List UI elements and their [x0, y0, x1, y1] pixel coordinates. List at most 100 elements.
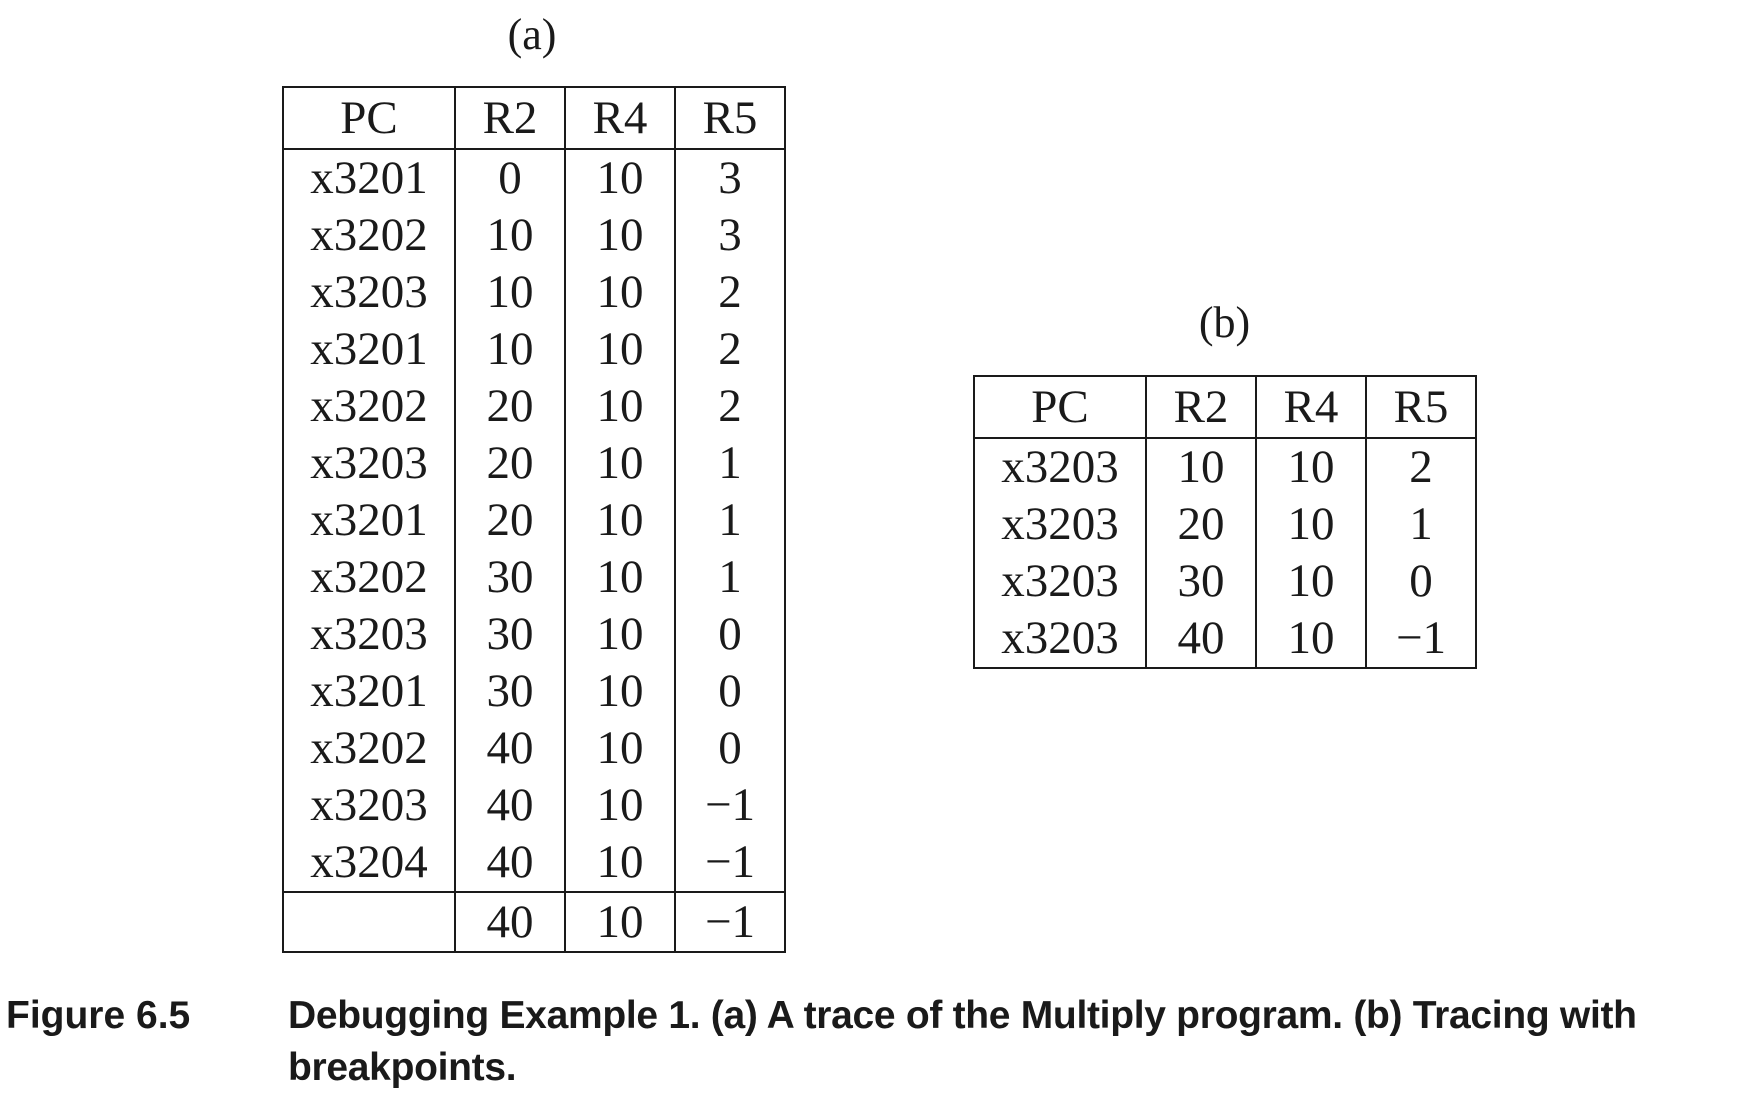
table-row: x3201 10 10 2	[282, 321, 786, 378]
table-row: x3202 10 10 3	[282, 207, 786, 264]
cell-r5: 2	[1365, 438, 1477, 496]
cell-r5: 2	[674, 321, 786, 378]
cell-r2: 30	[454, 606, 566, 663]
cell-pc: x3202	[282, 378, 456, 435]
cell-pc: x3203	[282, 606, 456, 663]
caption-text: Debugging Example 1. (a) A trace of the …	[288, 994, 1637, 1089]
table-row: x3203 40 10 −1	[282, 777, 786, 834]
cell-r5: 1	[1365, 496, 1477, 553]
cell-r4: 10	[564, 606, 676, 663]
cell-pc: x3202	[282, 720, 456, 777]
cell-r5: 0	[674, 663, 786, 720]
cell-r2: 40	[454, 720, 566, 777]
cell-r4: 10	[1255, 496, 1367, 553]
header-r2: R2	[454, 86, 566, 150]
cell-r5: −1	[1365, 610, 1477, 669]
cell-r4: 10	[1255, 553, 1367, 610]
cell-pc: x3201	[282, 663, 456, 720]
cell-pc: x3203	[282, 264, 456, 321]
cell-r2: 40	[454, 777, 566, 834]
cell-r5: 3	[674, 149, 786, 207]
cell-pc: x3203	[973, 438, 1147, 496]
trace-table-a: PC R2 R4 R5 x3201 0 10 3 x3202 10 10 3 x3203 10 10…	[282, 86, 786, 953]
table-row: x3203 10 10 2	[282, 264, 786, 321]
header-r5: R5	[1365, 375, 1477, 439]
cell-pc: x3201	[282, 321, 456, 378]
final-state-row: 40 10 −1	[282, 891, 786, 953]
cell-r2: 20	[454, 492, 566, 549]
cell-r5: 0	[1365, 553, 1477, 610]
table-row: x3201 20 10 1	[282, 492, 786, 549]
cell-r5: 1	[674, 549, 786, 606]
cell-r5: −1	[674, 834, 786, 893]
cell-r5: −1	[674, 777, 786, 834]
cell-r4: 10	[564, 149, 676, 207]
cell-r4: 10	[564, 321, 676, 378]
cell-pc: x3201	[282, 492, 456, 549]
cell-r4: 10	[564, 777, 676, 834]
header-row: PC R2 R4 R5	[282, 86, 786, 150]
trace-body-b: x3203 10 10 2 x3203 20 10 1 x3203 30 10 0 x3203 40 10−…	[973, 438, 1477, 669]
cell-r4: 10	[564, 207, 676, 264]
header-r5: R5	[674, 86, 786, 150]
panel-b-label: (b)	[1198, 298, 1251, 347]
table-row: x3203 20 10 1	[282, 435, 786, 492]
table-row: x3203 40 10 −1	[973, 610, 1477, 669]
cell-r4: 10	[564, 492, 676, 549]
table-row: x3202 20 10 2	[282, 378, 786, 435]
header-row: PC R2 R4 R5	[973, 375, 1477, 439]
cell-r5: 0	[674, 720, 786, 777]
cell-pc: x3202	[282, 549, 456, 606]
table-row: x3201 0 10 3	[282, 149, 786, 207]
cell-r4: 10	[1255, 438, 1367, 496]
cell-r4: 10	[564, 720, 676, 777]
cell-r2: 20	[454, 435, 566, 492]
cell-pc: x3203	[973, 553, 1147, 610]
cell-pc: x3203	[973, 496, 1147, 553]
header-pc: PC	[282, 86, 456, 150]
cell-r4: 10	[564, 549, 676, 606]
cell-r4: 10	[564, 264, 676, 321]
cell-r5: 1	[674, 492, 786, 549]
cell-r5: 2	[674, 264, 786, 321]
header-r2: R2	[1145, 375, 1257, 439]
cell-r2: 40	[1145, 610, 1257, 669]
header-pc: PC	[973, 375, 1147, 439]
table-row: x3201 30 10 0	[282, 663, 786, 720]
cell-r2: 0	[454, 149, 566, 207]
cell-r2: 30	[454, 663, 566, 720]
cell-r5: 1	[674, 435, 786, 492]
cell-pc: x3201	[282, 149, 456, 207]
cell-pc: x3203	[282, 777, 456, 834]
cell-r4: 10	[564, 834, 676, 893]
cell-r2: 40	[454, 834, 566, 893]
header-r4: R4	[564, 86, 676, 150]
cell-r2: 30	[454, 549, 566, 606]
panel-a-label: (a)	[507, 10, 557, 59]
cell-r4: 10	[564, 378, 676, 435]
cell-r4: 10	[564, 663, 676, 720]
table-row: x3202 30 10 1	[282, 549, 786, 606]
cell-pc: x3202	[282, 207, 456, 264]
trace-table-b: PC R2 R4 R5 x3203 10 10 2 x3203 20 10 1 x3203 30 1…	[973, 375, 1477, 669]
cell-r5: 2	[674, 378, 786, 435]
cell-r5: 3	[674, 207, 786, 264]
table-row: x3204 40 10 −1	[282, 834, 786, 893]
cell-r2: 10	[454, 264, 566, 321]
cell-r2: 20	[1145, 496, 1257, 553]
cell-r2: 20	[454, 378, 566, 435]
cell-r5: 0	[674, 606, 786, 663]
cell-r4: 10	[564, 435, 676, 492]
header-r4: R4	[1255, 375, 1367, 439]
final-pc	[282, 891, 456, 953]
trace-body-a: x3201 0 10 3 x3202 10 10 3 x3203 10 10 2 x3201 10 10 2 x…	[282, 149, 786, 893]
cell-r4: 10	[1255, 610, 1367, 669]
cell-r2: 30	[1145, 553, 1257, 610]
cell-pc: x3203	[973, 610, 1147, 669]
table-row: x3203 10 10 2	[973, 438, 1477, 496]
table-row: x3203 20 10 1	[973, 496, 1477, 553]
cell-pc: x3203	[282, 435, 456, 492]
cell-pc: x3204	[282, 834, 456, 893]
final-r4: 10	[564, 891, 676, 953]
cell-r2: 10	[454, 321, 566, 378]
